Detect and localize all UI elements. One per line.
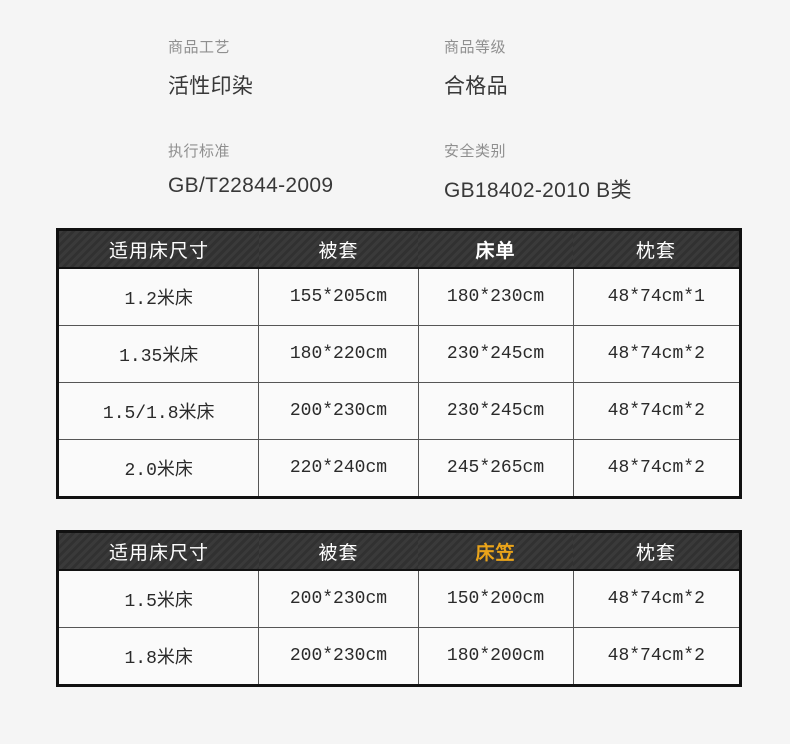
size-table-header: 适用床尺寸 被套 床单 枕套 <box>59 231 739 269</box>
attribute-label: 安全类别 <box>444 143 507 160</box>
size-table-body: 1.2米床 155*205cm 180*230cm 48*74cm*1 1.35… <box>59 268 739 496</box>
flat-sheet-cell: 245*265cm <box>417 438 574 496</box>
size-table-fitted: 适用床尺寸 被套 床笠 枕套 1.5米床 200*230cm 150*200cm… <box>56 530 742 687</box>
attribute-craft: 商品工艺 活性印染 <box>168 36 253 100</box>
duvet-cover-cell: 200*230cm <box>258 570 419 628</box>
bed-size-cell: 1.35米床 <box>59 324 260 383</box>
header-row: 适用床尺寸 被套 床笠 枕套 <box>59 533 739 571</box>
attribute-value: 合格品 <box>444 75 508 98</box>
flat-sheet-cell: 230*245cm <box>417 381 574 440</box>
table-row: 1.5/1.8米床 200*230cm 230*245cm 48*74cm*2 <box>59 381 739 440</box>
attribute-safety-category: 安全类别 GB18402-2010 B类 <box>444 140 632 204</box>
attribute-label: 执行标准 <box>168 143 231 160</box>
size-table-body: 1.5米床 200*230cm 150*200cm 48*74cm*2 1.8米… <box>59 570 739 684</box>
attribute-grade: 商品等级 合格品 <box>444 36 508 100</box>
size-table: 适用床尺寸 被套 床单 枕套 1.2米床 155*205cm 180*230cm… <box>59 231 739 496</box>
bed-size-cell: 1.2米床 <box>59 268 260 326</box>
header-pillowcase: 枕套 <box>573 231 739 269</box>
pillowcase-cell: 48*74cm*1 <box>572 268 739 326</box>
attribute-value: 活性印染 <box>168 75 254 98</box>
size-table-header: 适用床尺寸 被套 床笠 枕套 <box>59 533 739 571</box>
duvet-cover-cell: 155*205cm <box>258 268 419 326</box>
header-duvet-cover: 被套 <box>258 231 419 269</box>
size-table: 适用床尺寸 被套 床笠 枕套 1.5米床 200*230cm 150*200cm… <box>59 533 739 684</box>
duvet-cover-cell: 220*240cm <box>258 438 419 496</box>
pillowcase-cell: 48*74cm*2 <box>572 438 739 496</box>
bed-size-cell: 1.5米床 <box>59 570 260 628</box>
bed-size-cell: 2.0米床 <box>59 438 260 496</box>
header-fitted-sheet: 床笠 <box>418 533 574 571</box>
table-row: 1.2米床 155*205cm 180*230cm 48*74cm*1 <box>59 268 739 326</box>
fitted-sheet-cell: 180*200cm <box>417 626 574 684</box>
duvet-cover-cell: 180*220cm <box>258 324 419 383</box>
flat-sheet-cell: 180*230cm <box>417 268 574 326</box>
header-flat-sheet: 床单 <box>418 231 574 269</box>
size-table-sheet: 适用床尺寸 被套 床单 枕套 1.2米床 155*205cm 180*230cm… <box>56 228 742 499</box>
table-row: 1.5米床 200*230cm 150*200cm 48*74cm*2 <box>59 570 739 628</box>
bed-size-cell: 1.8米床 <box>59 626 260 684</box>
pillowcase-cell: 48*74cm*2 <box>572 381 739 440</box>
pillowcase-cell: 48*74cm*2 <box>572 570 739 628</box>
attribute-value: GB18402-2010 B类 <box>444 179 632 202</box>
duvet-cover-cell: 200*230cm <box>258 626 419 684</box>
fitted-sheet-cell: 150*200cm <box>417 570 574 628</box>
flat-sheet-cell: 230*245cm <box>417 324 574 383</box>
attribute-label: 商品工艺 <box>168 39 231 56</box>
header-bed-size: 适用床尺寸 <box>59 533 259 571</box>
header-duvet-cover: 被套 <box>258 533 419 571</box>
header-row: 适用床尺寸 被套 床单 枕套 <box>59 231 739 269</box>
attribute-standard: 执行标准 GB/T22844-2009 <box>168 140 333 198</box>
header-bed-size: 适用床尺寸 <box>59 231 259 269</box>
table-row: 1.35米床 180*220cm 230*245cm 48*74cm*2 <box>59 324 739 383</box>
header-pillowcase: 枕套 <box>573 533 739 571</box>
table-row: 2.0米床 220*240cm 245*265cm 48*74cm*2 <box>59 438 739 496</box>
attribute-label: 商品等级 <box>444 39 507 56</box>
attribute-value: GB/T22844-2009 <box>168 174 334 197</box>
table-row: 1.8米床 200*230cm 180*200cm 48*74cm*2 <box>59 626 739 684</box>
pillowcase-cell: 48*74cm*2 <box>572 626 739 684</box>
pillowcase-cell: 48*74cm*2 <box>572 324 739 383</box>
bed-size-cell: 1.5/1.8米床 <box>59 381 260 440</box>
duvet-cover-cell: 200*230cm <box>258 381 419 440</box>
